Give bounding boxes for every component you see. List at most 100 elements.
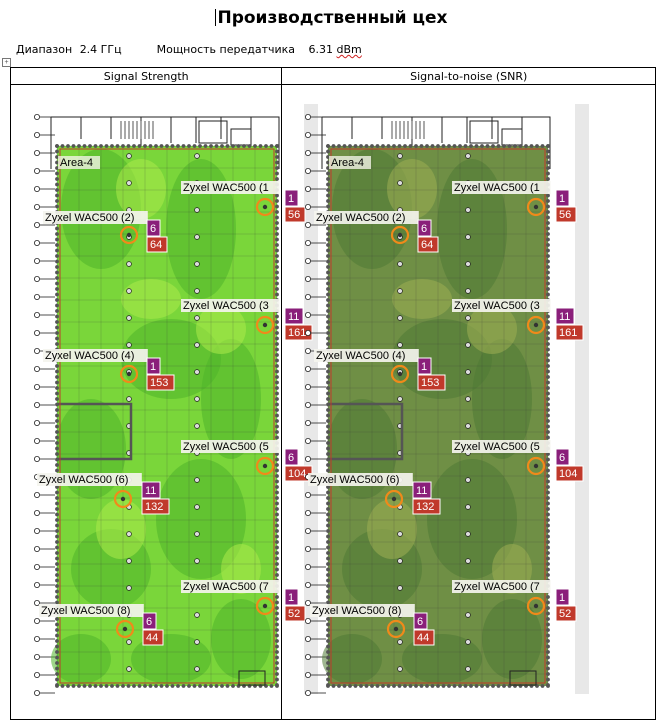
axis-marker xyxy=(305,599,312,606)
value-badge xyxy=(417,374,446,391)
channel-badge-text: 1 xyxy=(421,361,427,373)
column-marker xyxy=(194,612,200,618)
table-move-handle-icon[interactable]: + xyxy=(2,58,11,67)
ap-label: Zyxel WAC500 (2) xyxy=(316,212,405,224)
ap-label-bg xyxy=(43,349,148,362)
column-marker xyxy=(397,342,404,348)
ap-label: Zyxel WAC500 (6) xyxy=(310,474,399,486)
axis-marker xyxy=(305,168,312,175)
column-marker xyxy=(465,666,472,672)
axis-marker xyxy=(33,150,40,157)
value-badge xyxy=(146,374,175,391)
axis-marker xyxy=(33,509,40,516)
column-marker xyxy=(194,315,200,321)
ap-label-bg xyxy=(181,299,280,312)
axis-marker xyxy=(305,204,312,211)
column-marker xyxy=(194,342,200,348)
column-marker xyxy=(465,477,472,483)
axis-marker xyxy=(33,455,40,462)
ap-dot-icon xyxy=(534,603,539,609)
column-marker xyxy=(126,639,132,645)
access-point-7: Zyxel WAC500 (7 1 52 xyxy=(452,580,577,622)
ap-dot-icon xyxy=(122,626,128,632)
ap-label: Zyxel WAC500 (3 xyxy=(454,300,540,312)
ap-label: Zyxel WAC500 (5 xyxy=(183,441,269,453)
value-badge-text: 56 xyxy=(559,209,571,221)
access-point-4: Zyxel WAC500 (4) 1 153 xyxy=(314,349,446,391)
ap-label-bg xyxy=(39,604,144,617)
ap-ring-icon xyxy=(391,364,410,384)
channel-badge-text: 6 xyxy=(150,223,156,235)
value-badge xyxy=(141,498,170,515)
scroll-strip xyxy=(575,104,590,694)
column-marker xyxy=(194,531,200,537)
ap-label-bg xyxy=(308,473,414,486)
channel-badge xyxy=(555,307,575,325)
axis-marker xyxy=(305,347,312,354)
value-badge xyxy=(412,498,441,515)
area-label: Area-4 xyxy=(60,157,93,169)
column-marker xyxy=(194,396,200,402)
axis-marker xyxy=(305,186,312,193)
column-marker xyxy=(465,423,472,429)
axis-marker xyxy=(305,491,312,498)
axis-marker xyxy=(33,690,40,697)
column-marker xyxy=(126,180,132,186)
corner-structure xyxy=(509,670,537,686)
channel-badge-text: 1 xyxy=(559,592,565,604)
channel-badge-text: 6 xyxy=(559,452,565,464)
axis-marker xyxy=(33,204,40,211)
column-marker xyxy=(194,639,200,645)
ap-label-bg xyxy=(314,211,420,224)
channel-badge-text: 11 xyxy=(145,485,156,497)
coverage-blob xyxy=(322,634,383,684)
column-marker xyxy=(126,261,132,267)
value-badge xyxy=(555,605,577,622)
area-border xyxy=(59,148,275,684)
axis-marker xyxy=(33,672,40,679)
snr-cell: Area-4 Zyxel WAC500 (1 1 56 Zyxel WAC500 (2)… xyxy=(281,84,656,720)
value-badge xyxy=(555,324,584,341)
channel-badge-text: 6 xyxy=(417,616,423,628)
channel-badge-text: 6 xyxy=(146,616,152,628)
column-marker xyxy=(194,558,200,564)
ap-dot-icon xyxy=(534,463,539,469)
column-marker xyxy=(126,153,132,159)
axis-marker xyxy=(33,545,40,552)
coverage-blob xyxy=(156,459,246,579)
ap-label-bg xyxy=(452,440,551,453)
coverage-blob xyxy=(116,159,166,219)
value-badge xyxy=(142,629,164,646)
column-marker xyxy=(397,531,404,537)
axis-marker xyxy=(33,401,40,408)
ap-label: Zyxel WAC500 (8) xyxy=(41,605,130,617)
axis-marker xyxy=(33,347,40,354)
ap-dot-icon xyxy=(398,232,403,238)
value-badge-text: 132 xyxy=(416,501,434,513)
ap-label-bg xyxy=(452,299,551,312)
ap-dot-icon xyxy=(126,371,132,377)
coverage-blob xyxy=(211,599,271,679)
axis-marker xyxy=(33,437,40,444)
column-marker xyxy=(465,315,472,321)
column-marker xyxy=(126,342,132,348)
channel-badge xyxy=(146,357,161,375)
ap-dot-icon xyxy=(534,204,539,210)
axis-marker xyxy=(305,419,312,426)
corner-structure xyxy=(238,670,266,686)
channel-badge xyxy=(417,357,432,375)
axis-marker xyxy=(305,132,312,139)
column-marker xyxy=(194,423,200,429)
coverage-blob xyxy=(121,279,181,319)
ap-ring-icon xyxy=(119,225,139,245)
column-marker xyxy=(194,666,200,672)
coverage-blob xyxy=(387,159,438,219)
area-border xyxy=(330,148,546,684)
channel-badge-text: 11 xyxy=(559,311,570,323)
channel-badge xyxy=(555,588,570,606)
ap-label: Zyxel WAC500 (2) xyxy=(45,212,134,224)
value-badge-text: 153 xyxy=(421,377,439,389)
column-marker xyxy=(397,153,404,159)
room-wall xyxy=(328,402,404,461)
